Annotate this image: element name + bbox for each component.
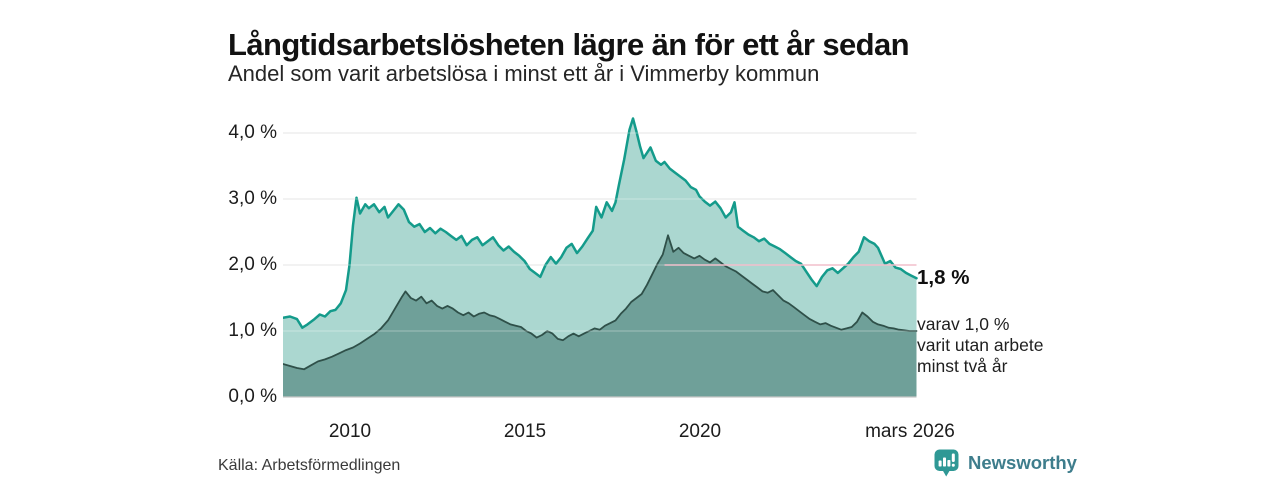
series-2yr-area [283, 235, 917, 397]
x-axis-tick-latest: mars 2026 [865, 421, 955, 442]
x-axis-tick-2020: 2020 [678, 421, 722, 442]
latest-value-label: 1,8 % [917, 266, 970, 289]
page-title: Långtidsarbetslösheten lägre än för ett … [228, 26, 910, 62]
series-2yr-line [283, 234, 918, 371]
y-axis-tick-4: 4,0 % [228, 122, 277, 143]
series-1yr-line [283, 117, 918, 329]
secondary-value-label: varav 1,0 % varit utan arbete minst två … [917, 314, 1043, 377]
x-axis-tick-2010: 2010 [328, 421, 372, 442]
secondary-value-line2: varit utan arbete [917, 335, 1044, 355]
page-subtitle: Andel som varit arbetslösa i minst ett å… [228, 61, 820, 86]
y-axis-tick-0: 0,0 % [228, 386, 277, 407]
y-axis-tick-1: 1,0 % [228, 320, 277, 341]
brand-name: Newsworthy [968, 452, 1077, 473]
secondary-value-line1: varav 1,0 % [917, 314, 1010, 334]
newsworthy-icon [934, 449, 959, 477]
y-axis-tick-3: 3,0 % [228, 188, 277, 209]
x-axis-tick-2015: 2015 [503, 421, 547, 442]
secondary-value-line3: minst två år [917, 356, 1008, 376]
area-chart [283, 117, 918, 398]
brand-logo: Newsworthy [934, 449, 1077, 477]
source-note: Källa: Arbetsförmedlingen [218, 457, 401, 474]
y-axis-tick-2: 2,0 % [228, 254, 277, 275]
